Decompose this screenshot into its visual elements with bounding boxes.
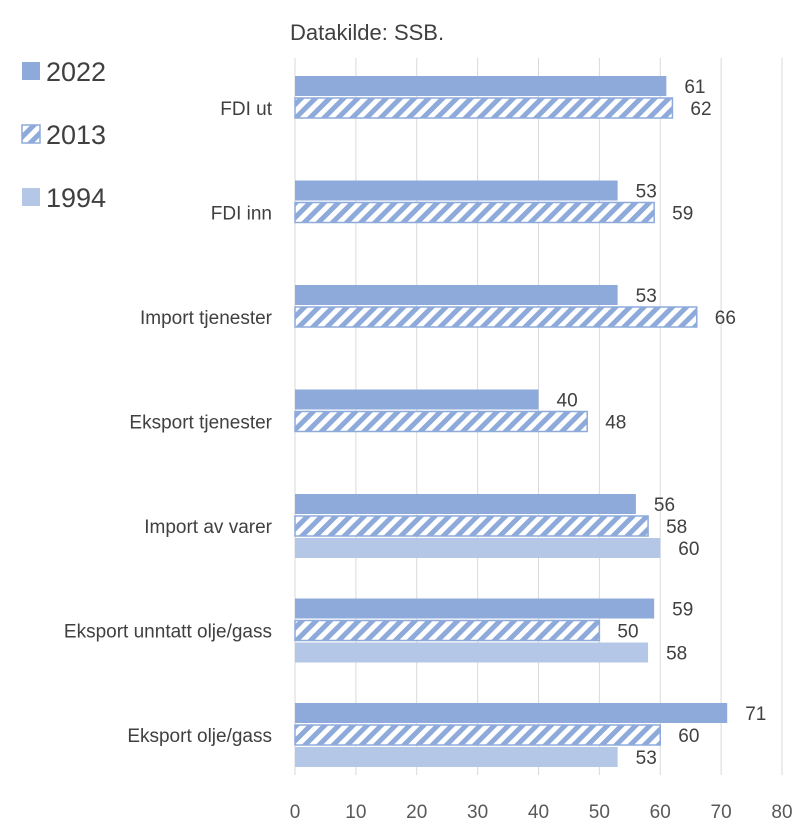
category-label: FDI ut	[220, 99, 272, 120]
category-label: Eksport olje/gass	[127, 726, 272, 747]
x-axis-ticks: 0 10 20 30 40 50 60 70 80	[290, 802, 793, 823]
bar-2022	[295, 389, 539, 410]
chart-subtitle: Datakilde: SSB.	[290, 20, 444, 45]
data-label: 59	[672, 600, 693, 621]
data-label: 61	[684, 77, 705, 98]
x-tick-label: 50	[589, 802, 610, 823]
x-tick-label: 30	[467, 802, 488, 823]
data-label: 48	[605, 413, 626, 434]
legend-label: 1994	[46, 183, 106, 213]
bar-1994	[295, 642, 649, 663]
category-labels: FDI ut FDI inn Import tjenester Eksport tje…	[64, 99, 273, 747]
bar-2013	[294, 97, 674, 119]
category-label: FDI inn	[211, 204, 272, 225]
bar-2013	[294, 515, 649, 537]
bar-2013	[294, 724, 661, 746]
legend-swatch-1994	[22, 188, 40, 206]
data-label: 62	[690, 99, 711, 120]
legend-label: 2022	[46, 57, 106, 87]
x-tick-label: 0	[290, 802, 301, 823]
legend: 2022 2013 1994	[21, 57, 106, 213]
bar-2013	[294, 306, 698, 328]
x-tick-label: 40	[528, 802, 549, 823]
bars	[294, 76, 728, 767]
x-tick-label: 10	[345, 802, 366, 823]
x-tick-label: 80	[771, 802, 792, 823]
data-label: 66	[715, 308, 736, 329]
category-label: Import tjenester	[140, 308, 273, 329]
bar-2022	[295, 494, 636, 514]
data-label: 53	[636, 286, 657, 307]
x-tick-label: 70	[711, 802, 732, 823]
bar-2022	[295, 285, 618, 305]
category-label: Eksport tjenester	[129, 413, 272, 434]
data-label: 50	[617, 622, 638, 643]
category-label: Import av varer	[144, 517, 272, 538]
x-tick-label: 20	[406, 802, 427, 823]
data-label: 53	[636, 182, 657, 203]
bar-2022	[295, 76, 667, 96]
data-label: 56	[654, 495, 675, 516]
category-label: Eksport unntatt olje/gass	[64, 622, 272, 643]
data-label: 58	[666, 644, 687, 665]
data-label: 59	[672, 204, 693, 225]
bar-1994	[295, 538, 661, 558]
data-label: 40	[557, 391, 578, 412]
legend-swatch-2013	[21, 124, 41, 144]
bar-2022	[295, 598, 655, 619]
data-label: 60	[678, 539, 699, 560]
data-label: 71	[745, 704, 766, 725]
bar-2022	[295, 703, 728, 723]
legend-swatch-2022	[22, 62, 40, 80]
bar-2013	[294, 410, 588, 433]
data-label: 58	[666, 517, 687, 538]
x-tick-label: 60	[650, 802, 671, 823]
bar-2013	[294, 619, 601, 642]
legend-label: 2013	[46, 120, 106, 150]
data-label: 53	[636, 748, 657, 769]
bar-1994	[295, 747, 618, 767]
bar-2022	[295, 180, 618, 201]
bar-2013	[294, 201, 655, 224]
data-label: 60	[678, 726, 699, 747]
